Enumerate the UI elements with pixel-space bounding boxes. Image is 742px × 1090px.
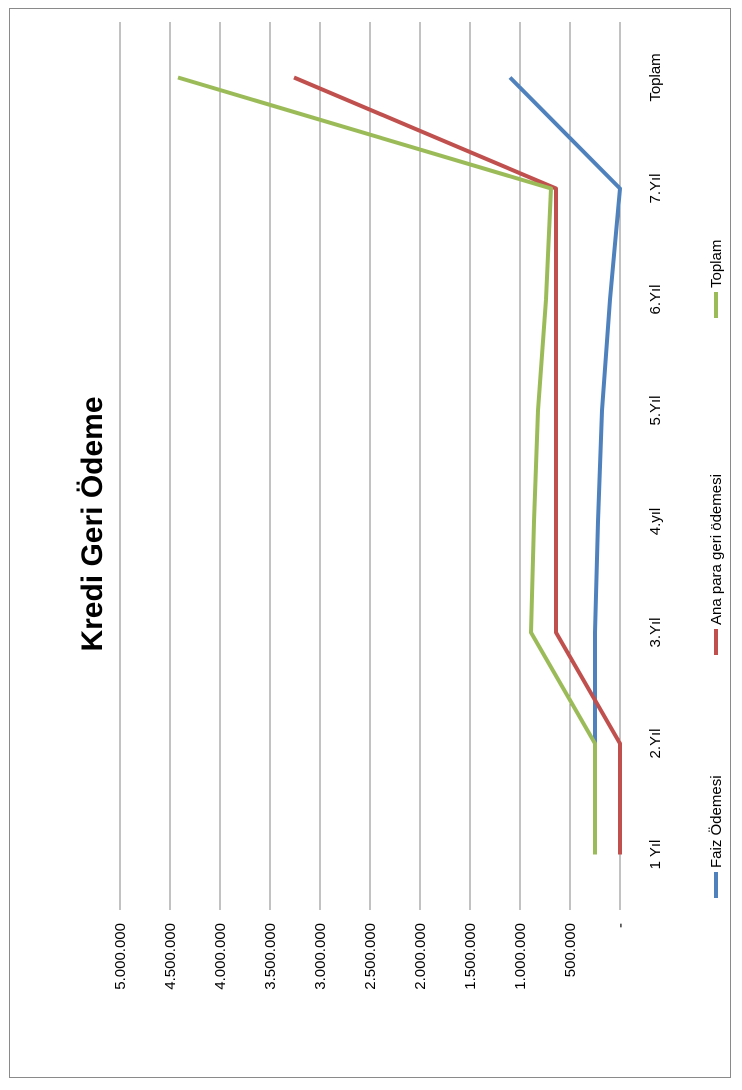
x-tick-label: 4.yıl [647, 508, 664, 536]
y-tick-label: 1.000.000 [512, 923, 529, 990]
y-tick-label: 4.500.000 [162, 923, 179, 990]
legend-label: Ana para geri ödemesi [708, 474, 725, 625]
series-line [177, 75, 597, 855]
x-tick-label: 2.Yıl [647, 728, 664, 758]
y-tick-label: 4.000.000 [212, 923, 229, 990]
y-tick-label: 2.500.000 [362, 923, 379, 990]
legend-label: Faiz Ödemesi [707, 775, 725, 868]
y-tick-label: 3.000.000 [312, 923, 329, 990]
x-tick-label: 1 Yıl [647, 840, 664, 870]
y-tick-label: - [612, 923, 629, 928]
x-tick-label: 6.Yıl [647, 284, 664, 314]
y-tick-label: 3.500.000 [262, 923, 279, 990]
series-line [508, 76, 622, 744]
x-tick-label: 3.Yıl [647, 617, 664, 647]
y-tick-label: 5.000.000 [112, 923, 129, 990]
y-tick-label: 1.500.000 [462, 923, 479, 990]
y-tick-label: 2.000.000 [412, 923, 429, 990]
series-line [293, 75, 622, 855]
x-tick-label: Toplam [647, 53, 664, 101]
y-tick-label: 500.000 [562, 923, 579, 977]
x-tick-label: 5.Yıl [647, 395, 664, 425]
chart-title: Kredi Geri Ödeme [76, 396, 109, 651]
legend-label: Toplam [708, 240, 725, 288]
x-tick-label: 7.Yıl [647, 173, 664, 203]
